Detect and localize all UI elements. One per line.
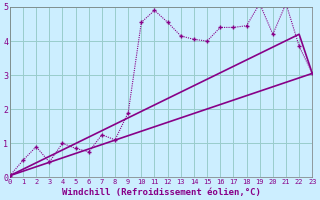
X-axis label: Windchill (Refroidissement éolien,°C): Windchill (Refroidissement éolien,°C) — [62, 188, 260, 197]
